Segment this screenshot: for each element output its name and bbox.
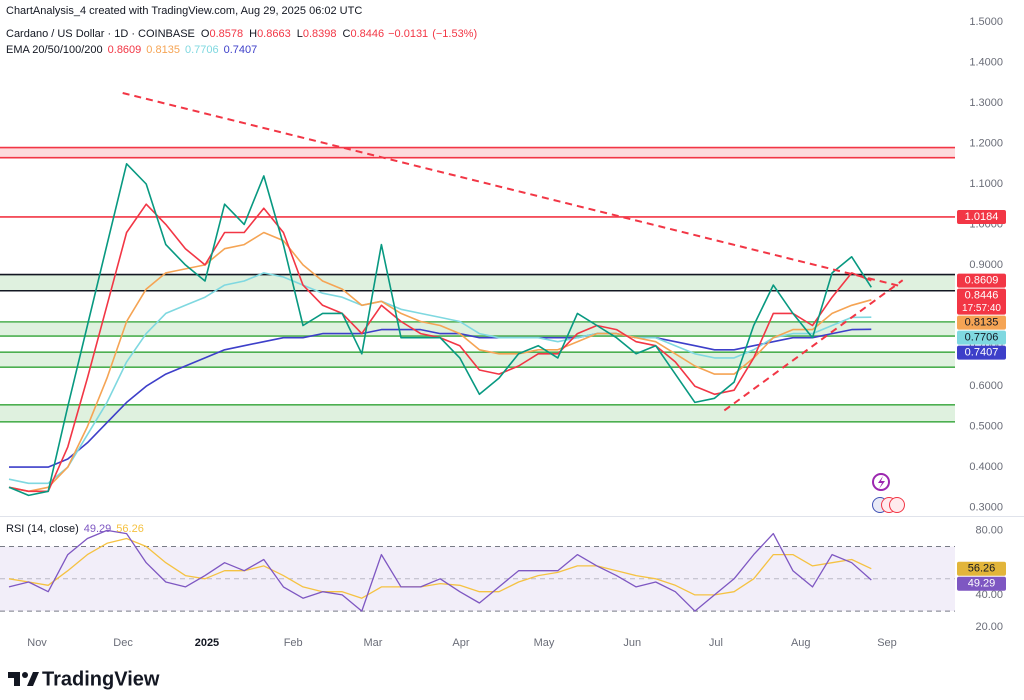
logo: TradingView — [8, 668, 160, 690]
series-line — [8, 163, 872, 497]
logo-mark — [8, 672, 20, 686]
y-tick-label: 0.3000 — [969, 501, 1003, 513]
legend-value: 0.8135 — [146, 44, 180, 56]
x-tick-label: Mar — [363, 637, 382, 649]
x-tick-label: Jun — [623, 637, 641, 649]
value-box-label: 1.0184 — [965, 211, 999, 223]
change-pct: (−1.53%) — [432, 28, 477, 40]
countdown: 17:57:40 — [962, 303, 1001, 314]
x-tick-label: Apr — [452, 637, 469, 649]
legend-text: 0.8578 — [209, 28, 243, 40]
logo-mark — [27, 672, 39, 686]
y-tick-label: 1.5000 — [969, 16, 1003, 28]
icon — [878, 476, 885, 489]
ohlc-label: O — [201, 28, 210, 40]
change: −0.0131 — [388, 28, 428, 40]
zone — [0, 404, 955, 422]
rsi-pane — [0, 529, 955, 612]
series-line — [8, 231, 872, 493]
x-tick-label: Aug — [791, 637, 811, 649]
series-line — [9, 328, 872, 468]
y-tick-label: 1.2000 — [969, 137, 1003, 149]
series-line — [8, 529, 872, 612]
value-box-label: 0.8609 — [965, 275, 999, 287]
x-tick-label: Feb — [284, 637, 303, 649]
value-box — [957, 576, 1006, 591]
y-tick-label: 0.5000 — [969, 421, 1003, 433]
legend-text: RSI (14, close) — [6, 523, 79, 535]
value-box — [957, 330, 1006, 345]
value-box-label: 0.8446 — [965, 290, 999, 302]
value-box — [957, 288, 1006, 315]
legend-text: 0.8663 — [257, 28, 291, 40]
x-tick-label: May — [534, 637, 555, 649]
value-box-label: 49.29 — [968, 578, 996, 590]
price-pane — [0, 92, 955, 497]
value-box-label: 0.7706 — [965, 332, 999, 344]
icon — [889, 497, 905, 513]
legend-value: 0.8609 — [108, 44, 142, 56]
legend-value: 0.7407 — [224, 44, 258, 56]
ohlc-label: H — [249, 28, 257, 40]
zone — [0, 321, 955, 337]
legend-value: 56.26 — [116, 523, 144, 535]
x-tick-label: Jul — [709, 637, 723, 649]
trendline — [122, 92, 903, 288]
zone — [0, 147, 955, 158]
overlay: 0.30000.40000.50000.60000.70000.80000.90… — [27, 16, 1006, 649]
credit: ChartAnalysis_4 created with TradingView… — [6, 5, 362, 17]
value-box-label: 0.8135 — [965, 317, 999, 329]
x-tick-label: 2025 — [195, 637, 219, 649]
legend-text: EMA 20/50/100/200 — [6, 44, 103, 56]
ohlc-label: L — [297, 28, 303, 40]
trendline — [723, 279, 904, 412]
y-tick-label: 1.3000 — [969, 97, 1003, 109]
legend-text: Cardano / US Dollar · 1D · COINBASE — [6, 28, 195, 40]
value-box-label: 56.26 — [968, 563, 996, 575]
legend-value: 0.7706 — [185, 44, 219, 56]
y-tick-label: 40.00 — [975, 589, 1003, 601]
ema-legend: EMA 20/50/100/200 0.8609 0.8135 0.7706 0.740… — [6, 44, 257, 56]
zone — [0, 274, 955, 291]
y-tick-label: 0.9000 — [969, 259, 1003, 271]
value-box — [957, 561, 1006, 576]
rsi-legend: RSI (14, close) 49.29 56.26 — [6, 523, 144, 535]
logo-text: TradingView — [42, 668, 160, 690]
legend-text: 0.8398 — [303, 28, 337, 40]
x-tick-label: Dec — [113, 637, 133, 649]
series-line — [8, 272, 872, 485]
logo-mark — [22, 672, 28, 678]
legend-text: 0.8446 — [350, 28, 384, 40]
legend-value: 49.29 — [84, 523, 112, 535]
y-tick-label: 20.00 — [975, 621, 1003, 633]
event-icons — [872, 473, 905, 513]
series-line — [8, 537, 872, 599]
ohlc-label: C — [343, 28, 351, 40]
symbol-line: Cardano / US Dollar · 1D · COINBASE O0.85… — [6, 28, 477, 40]
x-tick-label: Sep — [877, 637, 897, 649]
x-tick-label: Nov — [27, 637, 47, 649]
y-tick-label: 1.1000 — [969, 178, 1003, 190]
y-tick-label: 80.00 — [975, 524, 1003, 536]
y-tick-label: 0.6000 — [969, 380, 1003, 392]
value-box — [957, 315, 1006, 330]
value-box — [957, 345, 1006, 360]
value-box-label: 0.7407 — [965, 347, 999, 359]
y-tick-label: 1.4000 — [969, 57, 1003, 69]
value-box — [957, 209, 1006, 224]
zone — [0, 352, 955, 368]
value-box — [957, 273, 1006, 288]
y-tick-label: 0.4000 — [969, 461, 1003, 473]
